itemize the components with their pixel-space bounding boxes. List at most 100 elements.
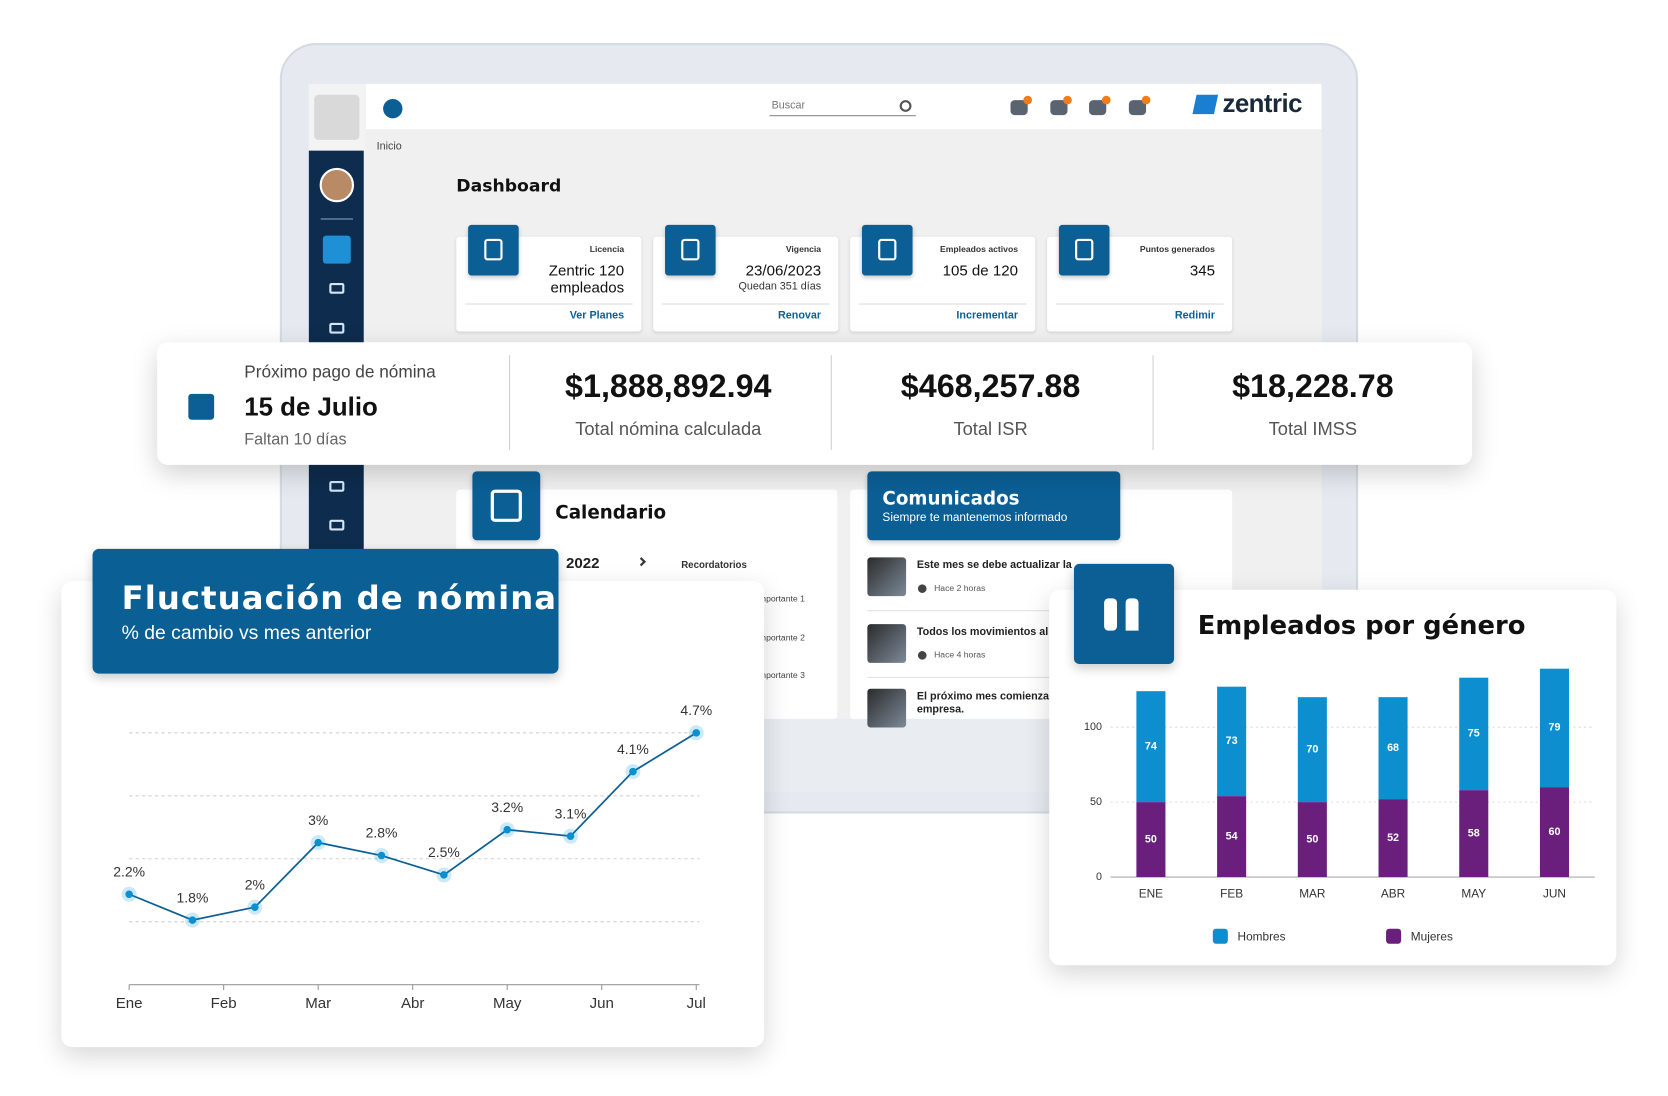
card-value: 23/06/2023 [745, 261, 822, 279]
y-tick-label: 100 [1084, 721, 1102, 733]
data-label: 2.5% [428, 844, 460, 860]
payroll-divider [830, 355, 832, 450]
card-icon-glyph [484, 238, 503, 261]
payroll-date: 15 de Julio [244, 392, 378, 422]
stat-value: $468,257.88 [900, 369, 1081, 405]
data-label: 2.2% [113, 863, 145, 879]
data-label: 74 [1145, 740, 1157, 752]
header-icon[interactable] [1010, 100, 1028, 116]
nav-home[interactable] [322, 235, 351, 264]
bar-segment [1217, 796, 1247, 878]
x-tick-label: FEB [1220, 886, 1243, 900]
payroll-card [157, 342, 1473, 465]
card-icon [1058, 224, 1110, 276]
page-title: Dashboard [456, 175, 562, 197]
reminder-item: Importante 3 [756, 670, 805, 681]
legend-swatch [1386, 928, 1402, 944]
chart-icon [1073, 563, 1175, 664]
card-icon [665, 224, 716, 276]
data-label: 4.7% [680, 702, 712, 718]
news-text: Este mes se debe actualizar la [916, 559, 1072, 572]
data-label: 2.8% [366, 825, 398, 841]
point [314, 838, 322, 847]
point [503, 825, 511, 834]
nav-icon[interactable] [329, 283, 345, 294]
data-label: 68 [1387, 742, 1399, 754]
bar-segment [1459, 790, 1489, 878]
point [440, 871, 448, 879]
header-icon[interactable] [1128, 100, 1147, 116]
nav-icon[interactable] [329, 519, 345, 531]
news-separator [867, 676, 1223, 678]
point [629, 767, 637, 776]
payroll-divider [509, 355, 511, 450]
data-label: 54 [1226, 830, 1238, 842]
nav-icon[interactable] [329, 481, 345, 492]
search-placeholder[interactable]: Buscar [771, 100, 806, 112]
news-separator [867, 610, 1223, 612]
data-label: 1.8% [177, 889, 209, 905]
card-link[interactable]: Redimir [1174, 309, 1215, 322]
payroll-remaining: Faltan 10 días [244, 430, 347, 449]
stat-label: Total IMSS [1268, 418, 1358, 439]
news-header [867, 471, 1121, 541]
point [566, 832, 575, 840]
chart-subtitle: % de cambio vs mes anterior [121, 622, 372, 644]
clock-icon [917, 584, 927, 593]
x-tick-label: Mar [305, 995, 331, 1012]
nav-icon[interactable] [329, 322, 345, 334]
point [692, 729, 701, 737]
bar-segment [1136, 691, 1166, 803]
news-text: Todos los movimientos al [916, 626, 1049, 639]
card-link[interactable]: Renovar [778, 309, 822, 322]
x-tick-label: MAR [1299, 886, 1325, 900]
reminder-item: Importante 2 [756, 632, 805, 643]
card-icon-glyph [1075, 238, 1094, 261]
chart-title: Fluctuación de nómina [121, 580, 558, 618]
card-link[interactable]: Ver Planes [569, 309, 625, 322]
card-icon-glyph [878, 238, 897, 261]
point [251, 903, 259, 911]
card-icon [468, 224, 519, 276]
line [128, 732, 697, 921]
brand-name: zentric [1222, 88, 1302, 118]
reminder-item: Importante 1 [756, 594, 805, 604]
header-icon[interactable] [1089, 100, 1107, 116]
card-link[interactable]: Incrementar [956, 309, 1019, 322]
y-tick-label: 0 [1096, 871, 1102, 883]
data-label: 73 [1226, 735, 1238, 747]
news-thumbnail [867, 688, 907, 728]
header-icon[interactable] [1050, 100, 1068, 116]
bar-segment [1539, 668, 1569, 788]
notification-badge [1101, 95, 1111, 105]
clock-icon [917, 651, 927, 660]
card-label: Puntos generados [1139, 244, 1215, 255]
card-value: 105 de 120 [942, 261, 1019, 279]
bar-segment [1378, 799, 1408, 878]
news-thumbnail [867, 557, 907, 597]
bar-segment [1217, 686, 1247, 797]
payroll-divider [1152, 355, 1154, 450]
card-label: Empleados activos [940, 244, 1019, 255]
card-label: Vigencia [785, 244, 822, 255]
data-label: 58 [1468, 827, 1480, 839]
data-label: 50 [1145, 833, 1157, 845]
breadcrumb[interactable]: Inicio [376, 140, 402, 153]
calendar-title: Calendario [555, 502, 667, 524]
news-title: Comunicados [882, 488, 1020, 510]
card-note: Quedan 351 días [738, 280, 822, 293]
calendar-icon-glyph [490, 489, 522, 522]
card-value: Zentric 120 empleados [548, 261, 625, 297]
card-separator [1055, 303, 1224, 305]
payroll-label: Próximo pago de nómina [244, 364, 436, 383]
bar-segment [1539, 787, 1569, 878]
search-icon[interactable] [899, 100, 912, 112]
card-separator [858, 303, 1027, 305]
x-tick-label: JUN [1543, 886, 1566, 900]
sidebar-toggle[interactable] [383, 99, 403, 119]
point [377, 851, 386, 860]
bar-segment [1297, 802, 1327, 878]
x-tick-label: Jul [687, 995, 706, 1012]
